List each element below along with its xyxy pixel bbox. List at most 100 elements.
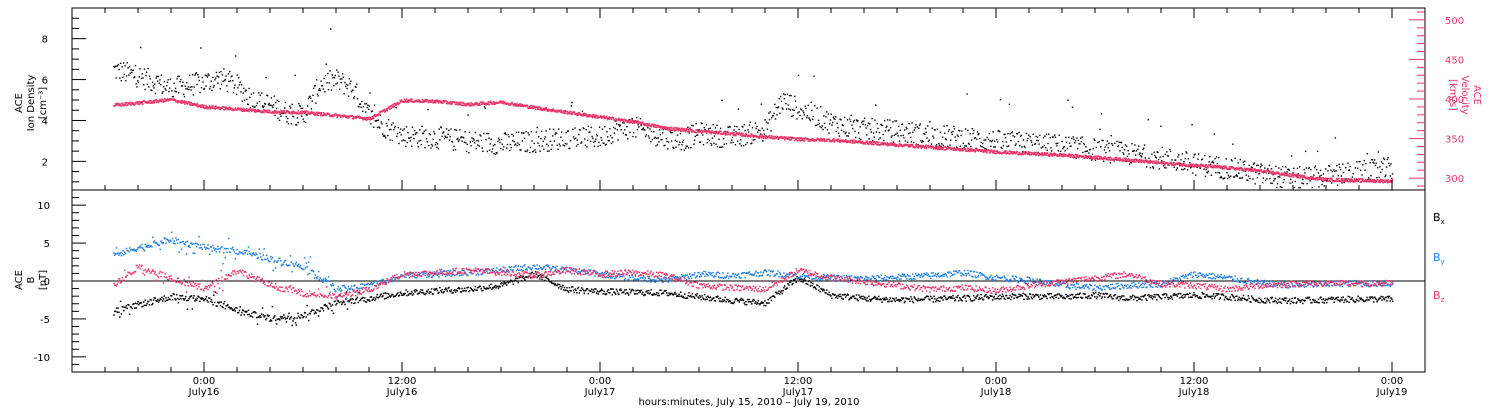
velocity-point (1323, 179, 1326, 182)
velocity-point (772, 137, 775, 140)
density-point (505, 133, 507, 136)
bx-point (608, 291, 610, 294)
velocity-point (165, 98, 167, 101)
velocity-point (774, 135, 777, 138)
density-point (660, 139, 662, 141)
velocity-point (253, 110, 256, 113)
density-point (423, 130, 426, 132)
velocity-point (191, 103, 194, 105)
velocity-point (531, 106, 533, 109)
velocity-point (1369, 178, 1372, 181)
velocity-point (1312, 177, 1315, 179)
velocity-point (1386, 180, 1388, 183)
velocity-point (870, 140, 872, 143)
velocity-point (214, 105, 216, 108)
bx-point (519, 275, 522, 277)
density-point (858, 137, 861, 139)
velocity-point (1064, 153, 1067, 156)
velocity-point (1342, 178, 1344, 180)
velocity-point (881, 142, 884, 144)
velocity-point (386, 109, 389, 112)
bx-point (389, 296, 392, 298)
density-point (1068, 136, 1070, 138)
velocity-point (217, 106, 220, 109)
velocity-point (212, 105, 214, 107)
velocity-point (179, 101, 182, 103)
density-point (130, 69, 132, 71)
bx-point (524, 276, 527, 278)
bx-point (412, 292, 415, 295)
density-point (1335, 170, 1337, 172)
density-point (690, 146, 692, 149)
density-point (1255, 171, 1257, 174)
velocity-point (967, 150, 969, 152)
bx-point (597, 293, 600, 295)
density-point (473, 139, 475, 141)
density-point (510, 147, 512, 149)
velocity-point (1166, 162, 1169, 164)
density-point (1251, 167, 1253, 169)
velocity-point (1180, 163, 1183, 165)
bx-point (311, 309, 313, 311)
velocity-point (1117, 158, 1120, 161)
density-point (587, 125, 590, 128)
velocity-point (559, 111, 562, 114)
density-point (432, 138, 434, 141)
density-point (1391, 177, 1393, 180)
velocity-point (299, 111, 302, 113)
velocity-point (1347, 178, 1349, 180)
density-point (240, 91, 242, 93)
density-point (661, 132, 664, 134)
bx-point (171, 295, 173, 297)
velocity-point (1103, 157, 1106, 160)
density-point (1182, 168, 1184, 171)
velocity-point (509, 104, 512, 107)
velocity-point (635, 120, 638, 122)
density-point (1279, 186, 1282, 188)
density-point (969, 133, 971, 135)
velocity-point (437, 101, 440, 104)
bx-point (241, 311, 243, 314)
density-point (441, 135, 443, 137)
velocity-point (601, 115, 603, 118)
velocity-point (1354, 178, 1357, 181)
velocity-point (479, 104, 481, 106)
velocity-point (1138, 159, 1141, 161)
bx-point (496, 285, 499, 288)
velocity-point (705, 130, 707, 132)
density-point (849, 120, 852, 123)
density-point (424, 146, 426, 149)
bx-point (359, 299, 361, 302)
bx-point (542, 274, 544, 276)
velocity-point (221, 107, 223, 110)
bx-point (463, 289, 465, 292)
density-point (912, 141, 915, 144)
density-point (443, 137, 446, 140)
density-point (1103, 160, 1105, 162)
density-point (327, 88, 330, 91)
density-point (1250, 166, 1253, 168)
density-point (1343, 181, 1345, 184)
density-point (705, 124, 708, 126)
velocity-point (387, 107, 390, 109)
velocity-point (272, 111, 275, 113)
velocity-point (752, 134, 754, 137)
velocity-point (400, 99, 403, 101)
velocity-point (273, 110, 276, 112)
velocity-point (629, 119, 632, 121)
density-point (878, 138, 880, 141)
velocity-point (1147, 160, 1150, 163)
density-point (866, 134, 868, 136)
velocity-point (610, 118, 613, 120)
bx-point (194, 300, 196, 302)
density-point (599, 144, 601, 147)
velocity-point (418, 101, 421, 103)
density-point (662, 128, 665, 131)
velocity-point (790, 138, 793, 141)
density-point (774, 103, 776, 106)
density-point (375, 120, 377, 122)
velocity-point (199, 105, 201, 107)
velocity-point (1149, 159, 1152, 162)
density-point (710, 142, 712, 145)
density-point (474, 131, 477, 134)
